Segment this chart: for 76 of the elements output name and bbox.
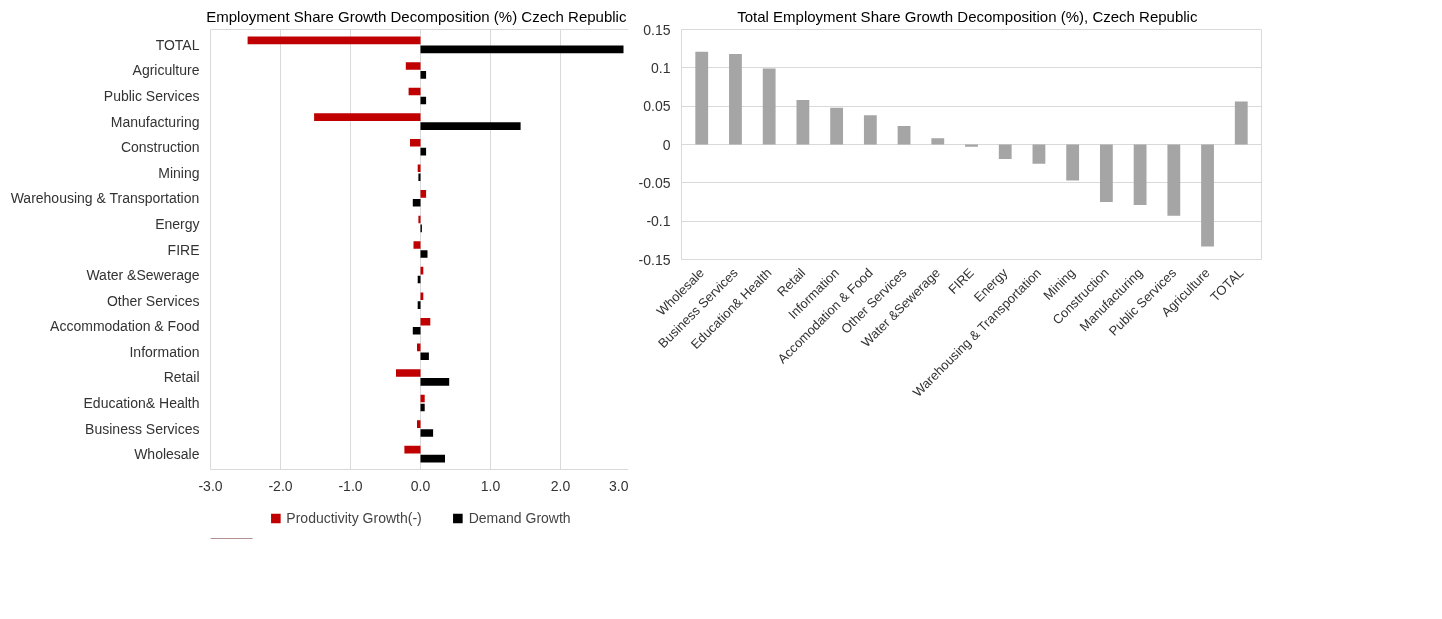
bar <box>1234 101 1248 145</box>
bar <box>1066 144 1080 181</box>
bar <box>417 275 421 284</box>
y-tick-label: FIRE <box>167 241 200 258</box>
bar <box>418 215 421 224</box>
bar <box>420 250 428 258</box>
bar <box>1201 144 1214 247</box>
bar <box>417 301 421 309</box>
bar <box>1167 144 1181 216</box>
y-tick-label: Wholesale <box>134 446 200 463</box>
x-tick-label: -3.0 <box>198 477 223 494</box>
bar <box>1099 144 1113 202</box>
chart-title: Employment Share Growth Decomposition (%) Czech Republic <box>206 7 627 25</box>
y-tick-label: 0.05 <box>643 98 671 115</box>
bar <box>762 68 776 145</box>
bar <box>420 71 427 79</box>
y-tick-label: Accommodation & Food <box>50 318 200 335</box>
y-tick-label: Business Services <box>85 420 200 437</box>
x-tick-label: 3.0 <box>609 477 629 494</box>
bar <box>420 317 431 326</box>
bar <box>418 173 421 182</box>
bar <box>1032 144 1046 164</box>
bar <box>314 113 421 121</box>
bar <box>404 445 421 454</box>
bar <box>410 138 421 147</box>
y-tick-label: 0 <box>662 136 671 153</box>
y-tick-label: Manufacturing <box>110 113 200 130</box>
y-tick-label: -0.15 <box>638 251 671 268</box>
bar <box>998 144 1012 160</box>
bar <box>830 107 844 145</box>
bar <box>965 144 978 147</box>
bar <box>729 54 742 145</box>
bar <box>796 100 810 145</box>
y-tick-label: 0.1 <box>651 59 671 76</box>
bar <box>413 241 421 249</box>
x-tick-label: -2.0 <box>268 477 293 494</box>
y-tick-label: Mining <box>158 164 200 181</box>
y-tick-label: Public Services <box>103 88 200 105</box>
bar <box>396 369 421 377</box>
x-tick-label: 1.0 <box>480 477 501 494</box>
bar <box>417 164 421 173</box>
bar <box>417 420 421 428</box>
bar <box>1133 144 1147 206</box>
x-tick-label: 2.0 <box>550 477 571 494</box>
bar <box>420 122 521 130</box>
bar <box>420 352 429 361</box>
bar <box>408 87 421 96</box>
bar <box>863 115 877 145</box>
bar <box>420 454 445 463</box>
bar <box>412 326 421 335</box>
bar <box>695 51 709 145</box>
y-tick-label: Retail <box>163 369 200 386</box>
x-tick-label: 0.0 <box>410 477 431 494</box>
y-tick-label: 0.15 <box>643 21 671 38</box>
y-tick-label: Warehousing & Transportation <box>10 190 200 207</box>
y-tick-label: Energy <box>155 215 200 232</box>
legend-label: Productivity Growth(-) <box>286 510 422 526</box>
bar <box>420 45 624 54</box>
bar <box>420 190 427 198</box>
legend-label: Demand Growth <box>468 510 571 526</box>
y-tick-label: Agriculture <box>132 62 200 79</box>
bar <box>931 138 945 145</box>
bar <box>405 62 421 70</box>
y-tick-label: -0.05 <box>638 174 671 191</box>
chart-title: Total Employment Share Growth Decomposition (%), Czech Republic <box>737 7 1198 25</box>
bar <box>420 429 434 437</box>
y-tick-label: TOTAL <box>155 36 200 53</box>
y-tick-label: Education& Health <box>83 394 200 411</box>
x-tick-label: -1.0 <box>338 477 363 494</box>
y-tick-label: Construction <box>120 139 200 156</box>
y-tick-label: -0.1 <box>646 213 671 230</box>
bar <box>412 199 421 207</box>
bar <box>247 36 421 45</box>
bar <box>420 378 450 386</box>
bar <box>417 343 421 352</box>
bar <box>897 126 911 145</box>
